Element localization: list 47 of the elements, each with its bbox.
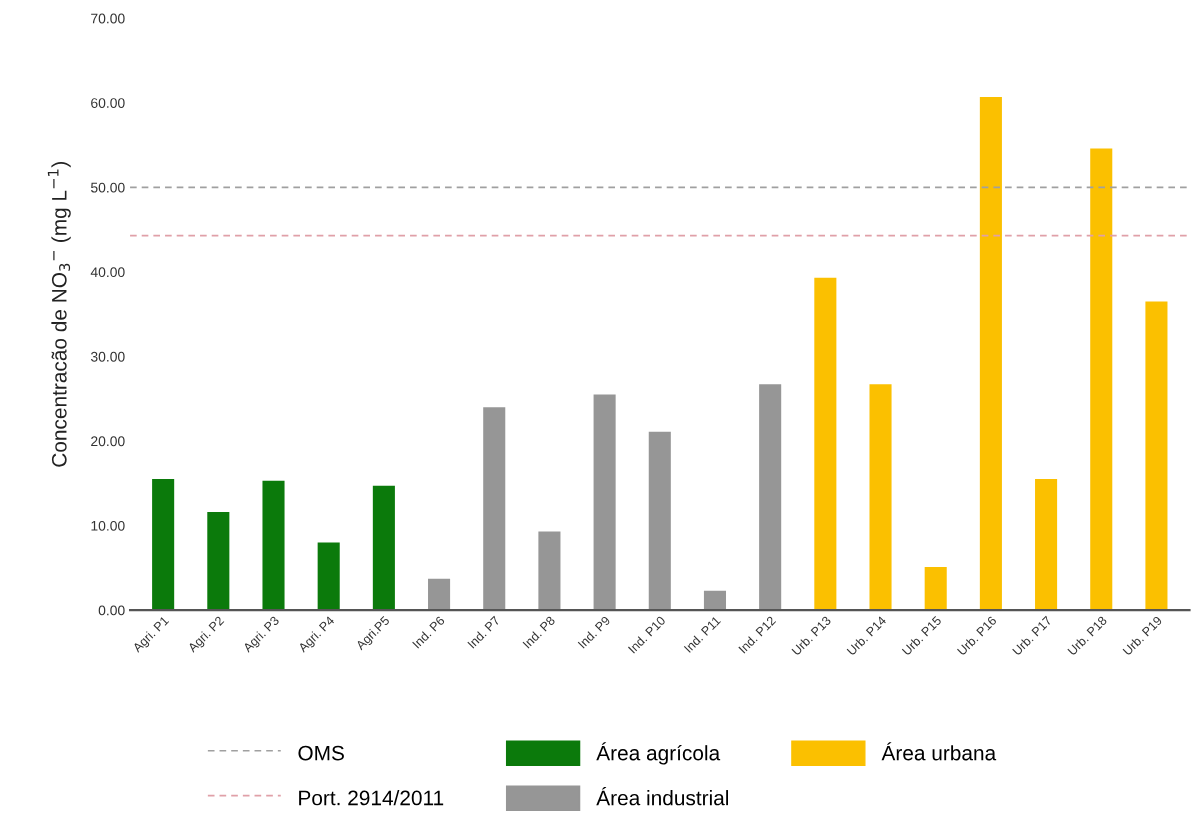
x-tick-label: Urb. P18 — [1067, 615, 1108, 656]
x-tick-label: Ind. P12 — [738, 615, 777, 654]
y-axis-title: Concentracão de NO$_{3}$$^{−}$ (mg L$^{−1}$) — [47, 162, 71, 467]
y-tick-label: 30.00 — [90, 351, 125, 362]
bar — [1145, 301, 1168, 611]
bar — [648, 431, 671, 611]
legend-label: Área industrial — [596, 787, 729, 806]
x-tick-label: Urb. P17 — [1011, 615, 1053, 656]
bar — [428, 578, 451, 611]
bar — [924, 567, 947, 611]
y-tick-label: 50.00 — [90, 182, 125, 193]
y-tick-label: 20.00 — [91, 436, 125, 447]
y-tick-label: 70.00 — [91, 13, 125, 24]
x-tick-label: Urb. P15 — [901, 615, 942, 656]
bar — [869, 384, 892, 611]
x-tick-label: Urb. P13 — [791, 615, 832, 656]
x-tick-label: Ind. P7 — [467, 615, 501, 649]
bar — [538, 531, 561, 611]
bar — [372, 485, 395, 611]
legend-label: Área agrícola — [596, 742, 721, 765]
bar — [593, 394, 616, 611]
y-tick-label: 60.00 — [91, 98, 125, 108]
legend-label: Área urbana — [881, 742, 997, 761]
x-tick-label: Urb. P14 — [846, 615, 887, 656]
x-tick-label: Ind. P10 — [627, 615, 666, 654]
bar — [207, 512, 230, 611]
bar — [979, 96, 1002, 611]
x-tick-label: Ind. P6 — [411, 615, 446, 649]
x-tick-label: Urb. P19 — [1122, 615, 1163, 656]
bar — [759, 384, 782, 611]
bar — [703, 590, 727, 611]
bar — [262, 480, 285, 611]
y-tick-label: 10.00 — [91, 520, 125, 531]
y-tick-label: 0.00 — [98, 605, 125, 616]
x-tick-label: Ind. P11 — [683, 615, 722, 653]
x-tick-label: Ind. P9 — [577, 615, 611, 649]
legend-label: Port. 2914/2011 — [299, 790, 444, 806]
bar — [152, 479, 175, 611]
y-tick-label: 40.00 — [90, 267, 125, 278]
bar — [1035, 479, 1058, 611]
bar — [483, 407, 506, 611]
bar — [814, 277, 837, 611]
x-tick-label: Urb. P16 — [956, 615, 997, 656]
bar — [1090, 148, 1113, 611]
legend-label: OMS — [298, 745, 344, 761]
x-tick-label: Ind. P8 — [522, 615, 556, 649]
bar — [317, 542, 340, 611]
